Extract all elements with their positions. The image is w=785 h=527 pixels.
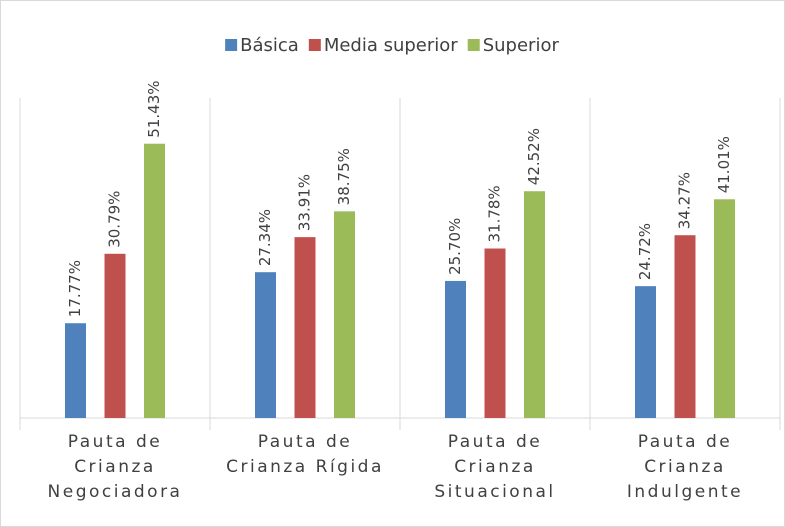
legend-label: Media superior: [324, 35, 458, 56]
legend-swatch: [467, 39, 480, 51]
legend-label: Básica: [240, 35, 299, 56]
value-label: 34.27%: [676, 172, 694, 229]
x-tick-label: Pauta de Crianza Rígida: [226, 432, 384, 477]
value-label: 42.52%: [525, 128, 543, 185]
bar: [255, 272, 276, 418]
bar: [334, 211, 355, 418]
x-tick-label: Pauta de Crianza Indulgente: [626, 432, 744, 502]
value-label: 38.75%: [335, 148, 353, 205]
bar: [635, 286, 656, 418]
value-label: 27.34%: [256, 209, 274, 266]
legend-swatch: [225, 39, 238, 51]
bar: [65, 323, 86, 418]
bar: [294, 237, 316, 418]
legend-label: Superior: [483, 35, 560, 56]
bar: [524, 191, 545, 418]
bar: [104, 253, 126, 418]
value-label: 33.91%: [296, 174, 314, 231]
value-label: 41.01%: [715, 136, 733, 193]
value-label: 24.72%: [636, 223, 654, 280]
bar: [144, 143, 165, 418]
legend-swatch: [308, 39, 321, 51]
value-label: 25.70%: [446, 218, 464, 275]
bar: [484, 248, 506, 418]
bar: [674, 235, 696, 418]
bar: [445, 280, 466, 418]
value-label: 17.77%: [66, 260, 84, 317]
bar: [714, 199, 735, 418]
value-label: 30.79%: [106, 191, 124, 248]
value-label: 51.43%: [145, 81, 163, 138]
value-label: 31.78%: [486, 185, 504, 242]
x-tick-label: Pauta de Crianza Negociadora: [47, 432, 183, 502]
x-tick-label: Pauta de Crianza Situacional: [434, 432, 556, 502]
